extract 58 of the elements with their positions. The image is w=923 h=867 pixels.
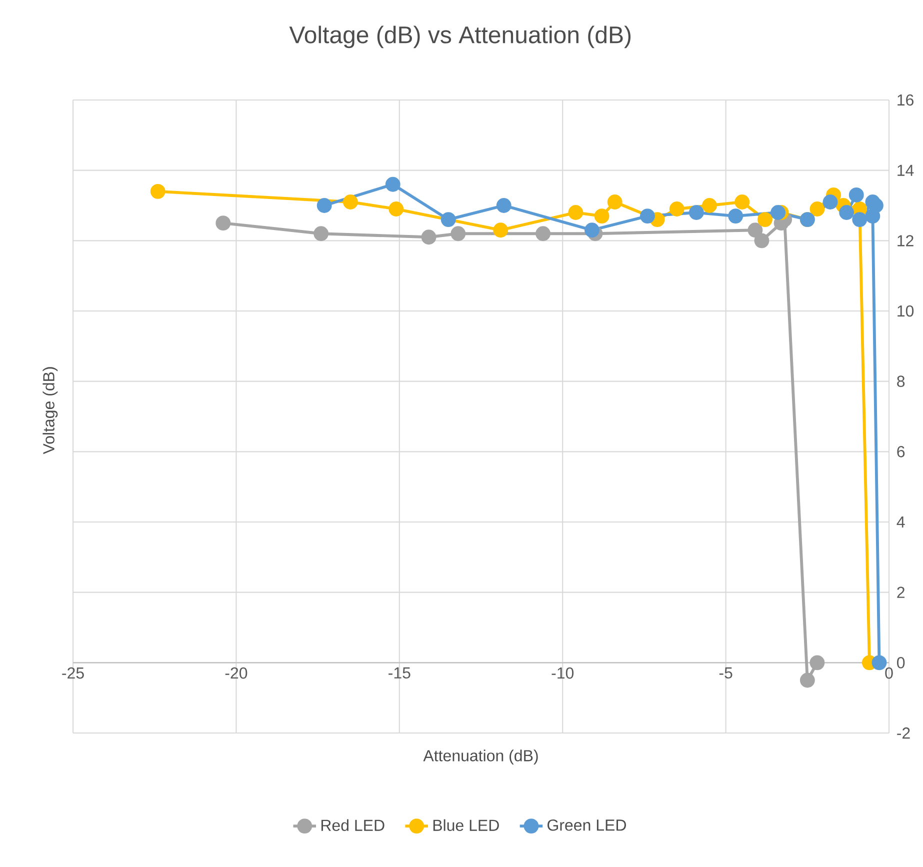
point (421, 230, 436, 245)
y-axis-title: Voltage (dB) (42, 367, 58, 454)
x-tick-label: -10 (552, 667, 574, 679)
point (493, 222, 508, 238)
y-tick-label: 10 (898, 305, 914, 317)
point (770, 205, 786, 220)
y-tick-label: 4 (896, 516, 905, 528)
y-tick-label: 6 (897, 446, 905, 458)
point (314, 226, 329, 242)
point (440, 212, 456, 228)
point (852, 212, 868, 228)
point (728, 208, 744, 224)
chart-title: Voltage (dB) vs Attenuation (dB) (289, 26, 631, 48)
x-tick-label: -5 (719, 667, 732, 679)
point (342, 194, 358, 210)
x-tick-label: -15 (388, 667, 410, 679)
x-tick-label: -20 (225, 667, 248, 679)
point (872, 655, 887, 670)
point (839, 205, 854, 220)
point (800, 672, 815, 688)
y-tick-label: 2 (897, 586, 904, 598)
x-axis-title: Attenuation (dB) (423, 750, 538, 764)
point (758, 212, 772, 228)
point (216, 216, 231, 231)
legend-label: Green LED (548, 819, 626, 831)
point (822, 194, 838, 210)
point (150, 184, 166, 199)
point (385, 176, 400, 192)
x-tick-label: -25 (62, 667, 84, 679)
point (316, 198, 332, 213)
legend-label: Red LED (321, 819, 384, 831)
point (388, 202, 404, 216)
point (848, 187, 864, 202)
point (669, 202, 684, 216)
point (734, 194, 750, 210)
y-tick-label: 8 (897, 376, 905, 387)
y-tick-label: 0 (897, 657, 905, 668)
y-tick-label: -2 (897, 727, 910, 739)
point (536, 226, 550, 242)
point (810, 202, 825, 216)
point (607, 194, 622, 210)
point (584, 222, 600, 238)
y-tick-label: 16 (898, 94, 914, 106)
point (640, 208, 655, 224)
point (568, 205, 584, 220)
point (594, 208, 610, 224)
point (496, 198, 512, 213)
point (688, 205, 704, 220)
y-tick-label: 14 (898, 164, 914, 176)
point (754, 233, 770, 248)
point (865, 208, 880, 224)
legend-label: Blue LED (433, 819, 499, 831)
point (810, 655, 825, 670)
point (748, 222, 763, 238)
y-tick-label: 12 (898, 235, 914, 246)
point (450, 226, 466, 242)
point (702, 198, 717, 213)
x-tick-label: 0 (885, 667, 893, 679)
